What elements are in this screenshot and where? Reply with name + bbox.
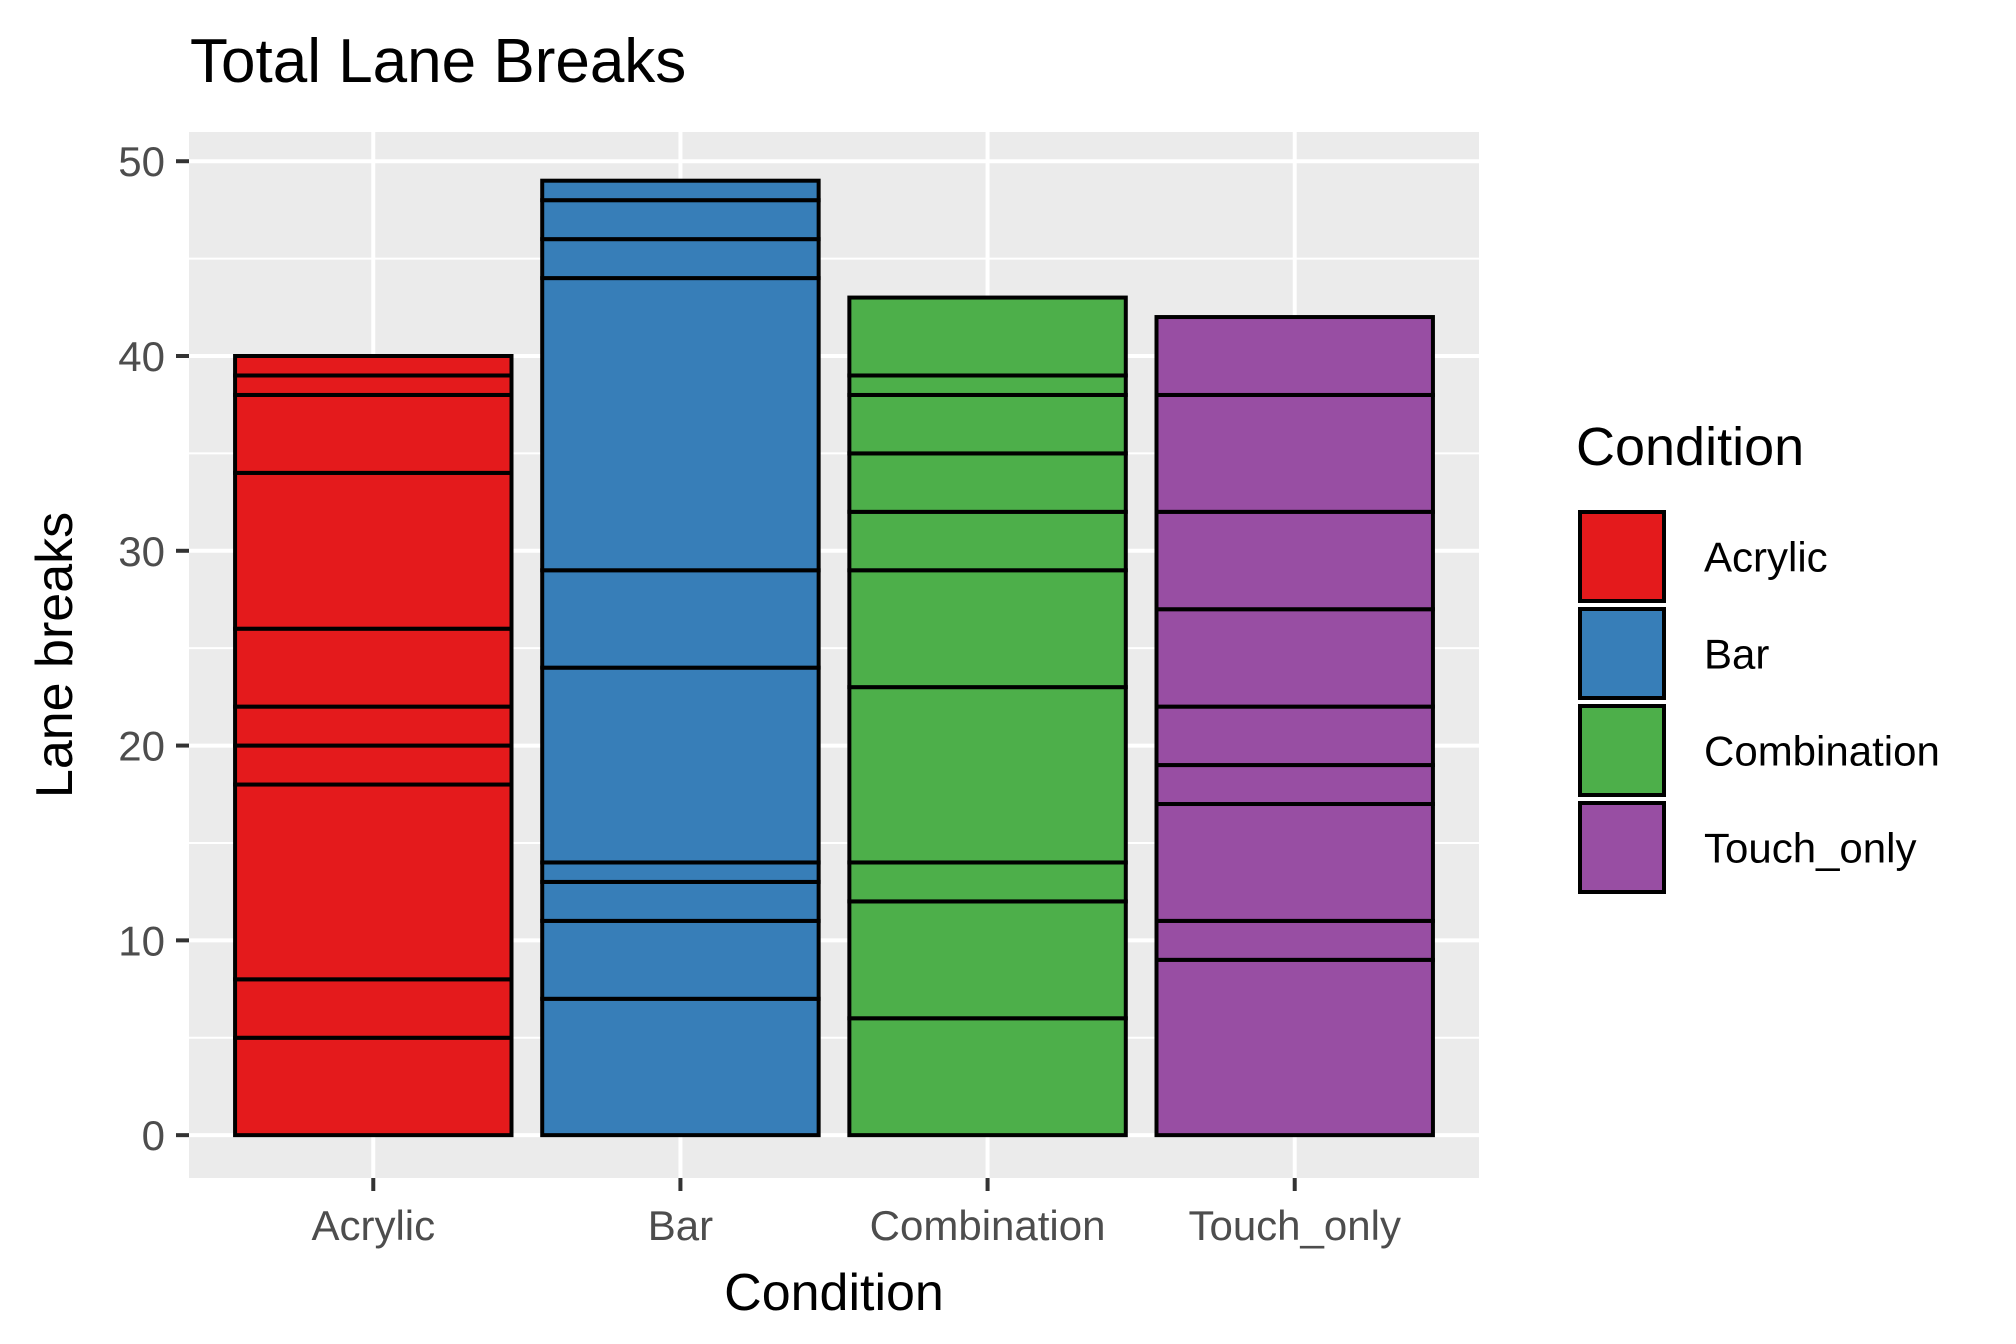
bar-segment [1154, 607, 1435, 709]
bar-segment [847, 899, 1128, 1021]
bar-acrylic [233, 354, 514, 1138]
legend-label: Touch_only [1704, 825, 1916, 872]
y-tick-label: 0 [142, 1112, 165, 1159]
x-tick-label: Bar [648, 1202, 713, 1249]
bar-segment [233, 392, 514, 475]
y-tick-label: 20 [118, 723, 165, 770]
bar-segment [540, 178, 821, 203]
bar-segment [540, 568, 821, 670]
legend-key [1578, 510, 1666, 603]
bar-segment [540, 996, 821, 1138]
bar-segment [1154, 802, 1435, 923]
bar-segment [847, 685, 1128, 865]
bar-combination [847, 295, 1128, 1138]
y-tick-label: 10 [118, 917, 165, 964]
bar-segment [847, 451, 1128, 514]
x-tick-label: Combination [870, 1202, 1106, 1249]
bar-segment [847, 509, 1128, 573]
bar-segment [540, 879, 821, 923]
y-tick-label: 40 [118, 333, 165, 380]
bar-segment [1154, 763, 1435, 807]
bar-segment [540, 860, 821, 884]
bar-segment [847, 392, 1128, 456]
x-tick-label: Acrylic [311, 1202, 435, 1249]
bar-segment [847, 860, 1128, 904]
y-axis: 0 10 20 30 40 50 [118, 138, 189, 1159]
legend-key [1578, 607, 1666, 700]
bar-segment [847, 568, 1128, 690]
bar-segment [847, 295, 1128, 378]
bars [233, 178, 1435, 1138]
bar-segment [233, 1035, 514, 1138]
y-axis-title: Lane breaks [26, 512, 84, 798]
y-tick-label: 30 [118, 528, 165, 575]
bar-segment [233, 626, 514, 709]
bar-segment [1154, 509, 1435, 612]
x-tick-label: Touch_only [1188, 1202, 1400, 1249]
legend-label: Bar [1704, 631, 1769, 678]
bar-segment [1154, 704, 1435, 768]
bar-segment [540, 665, 821, 865]
bar-segment [233, 743, 514, 787]
bar-segment [233, 977, 514, 1040]
x-axis-title: Condition [724, 1264, 944, 1322]
bar-segment [233, 470, 514, 631]
legend-label: Combination [1704, 728, 1940, 775]
bar-segment [233, 373, 514, 397]
bar-segment [540, 237, 821, 281]
bar-segment [233, 354, 514, 378]
bar-segment [1154, 315, 1435, 397]
legend-title: Condition [1576, 417, 1804, 477]
legend-key [1578, 801, 1666, 894]
bar-segment [847, 373, 1128, 397]
legend: Condition Acrylic Bar Combination Touch_onl… [1576, 417, 1940, 894]
x-axis: Acrylic Bar Combination Touch_only [311, 1178, 1401, 1249]
bar-segment [540, 198, 821, 242]
chart-title: Total Lane Breaks [190, 27, 686, 96]
bar-bar [540, 178, 821, 1138]
bar-segment [1154, 918, 1435, 962]
bar-segment [1154, 392, 1435, 514]
bar-segment [1154, 957, 1435, 1138]
legend-label: Acrylic [1704, 534, 1828, 581]
bar-segment [233, 704, 514, 748]
bar-segment [847, 1016, 1128, 1138]
bar-touch-only [1154, 315, 1435, 1138]
legend-key [1578, 704, 1666, 797]
bar-segment [540, 918, 821, 1001]
y-tick-label: 50 [118, 138, 165, 185]
bar-segment [233, 782, 514, 982]
bar-segment [540, 276, 821, 573]
